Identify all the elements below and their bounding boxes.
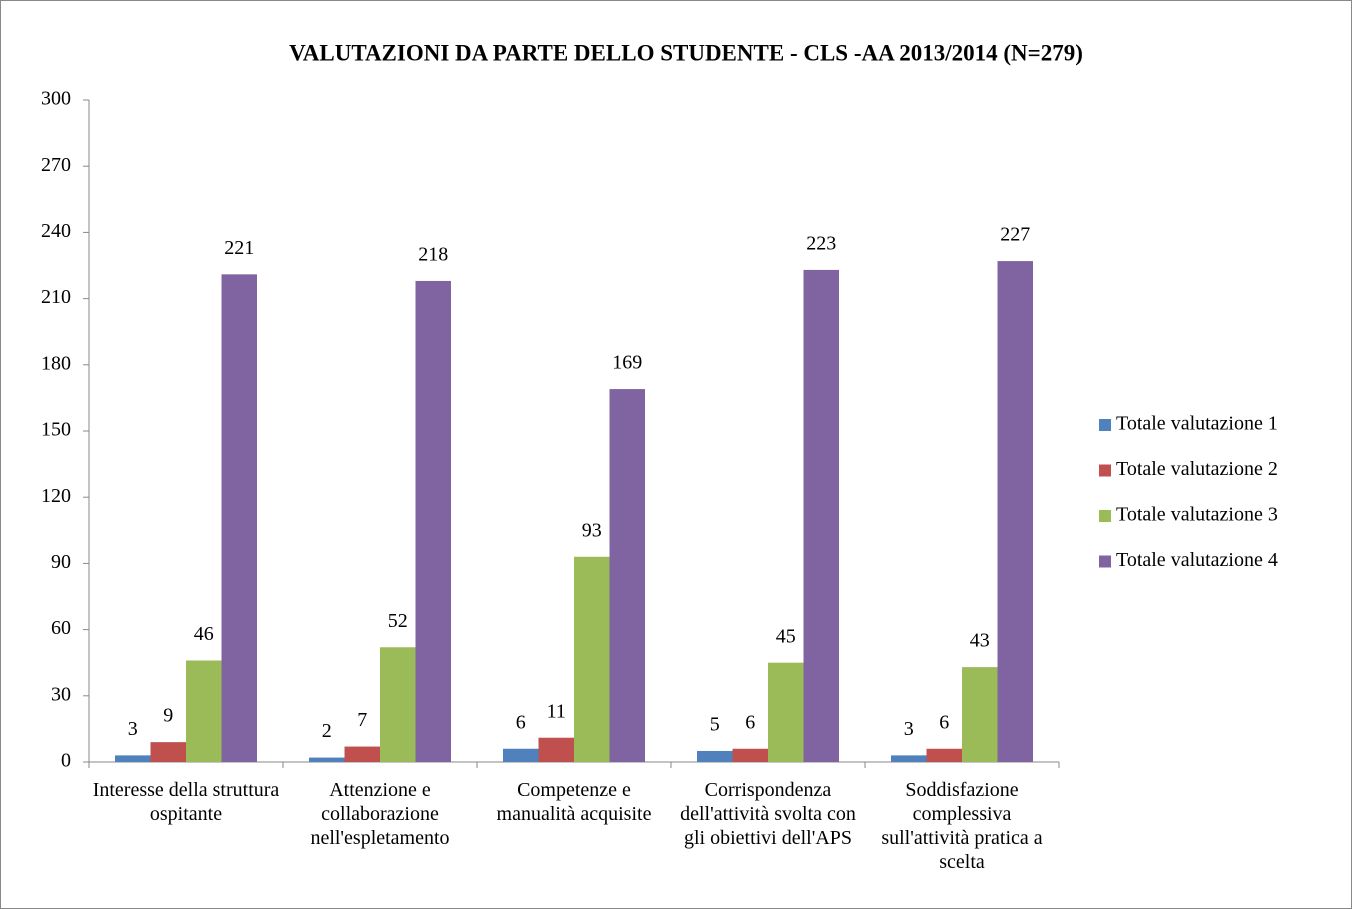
x-tick-label: Competenze e manualità acquisite [496, 779, 652, 825]
y-tick-label: 270 [41, 154, 71, 176]
x-tick-label: Attenzione e collaborazione nell'espleta… [310, 779, 450, 849]
bar [415, 280, 451, 762]
y-tick-label: 210 [41, 286, 71, 308]
data-label: 46 [194, 623, 214, 645]
data-label: 6 [939, 711, 949, 733]
bar [344, 746, 380, 762]
legend-swatch [1099, 555, 1111, 568]
bar [997, 261, 1033, 762]
bar [697, 750, 733, 762]
legend-label: Totale valutazione 4 [1116, 549, 1278, 571]
legend-swatch [1099, 464, 1111, 477]
y-tick-label: 120 [41, 485, 71, 507]
y-tick-label: 150 [41, 419, 71, 441]
y-tick-label: 180 [41, 352, 71, 374]
data-label: 2 [322, 720, 332, 742]
bar [503, 748, 539, 762]
data-label: 3 [904, 718, 914, 740]
bar [926, 748, 962, 762]
bar [574, 556, 610, 762]
data-label: 5 [710, 714, 720, 736]
data-label: 223 [806, 233, 836, 255]
bar [768, 662, 804, 762]
data-label: 169 [612, 352, 642, 374]
legend-label: Totale valutazione 1 [1116, 413, 1278, 435]
bar [380, 647, 416, 762]
bar [732, 748, 768, 762]
data-label: 6 [516, 711, 526, 733]
y-tick-label: 60 [51, 617, 71, 639]
bar [962, 667, 998, 762]
data-label: 52 [388, 610, 408, 632]
y-tick-label: 300 [41, 88, 71, 110]
data-label: 3 [128, 718, 138, 740]
bar [115, 755, 151, 762]
data-label: 227 [1000, 224, 1030, 246]
data-label: 45 [776, 625, 796, 647]
data-label: 6 [745, 711, 755, 733]
data-label: 9 [163, 705, 173, 727]
bar [221, 274, 257, 762]
bar [186, 660, 222, 762]
legend-swatch [1099, 510, 1111, 522]
y-tick-label: 0 [61, 750, 71, 772]
y-tick-label: 240 [41, 220, 71, 242]
chart-title: VALUTAZIONI DA PARTE DELLO STUDENTE - CL… [289, 40, 1083, 65]
x-tick-label: Interesse della struttura ospitante [92, 779, 280, 825]
data-label: 7 [357, 709, 367, 731]
data-label: 221 [224, 237, 254, 259]
y-tick-label: 30 [51, 683, 71, 705]
bar [538, 737, 574, 762]
bar [150, 742, 186, 762]
bar [891, 755, 927, 762]
data-label: 11 [547, 700, 566, 722]
bar [803, 269, 839, 762]
legend-label: Totale valutazione 2 [1116, 458, 1278, 480]
legend-swatch [1099, 419, 1111, 431]
legend-label: Totale valutazione 3 [1116, 504, 1278, 526]
x-tick-label: Corrispondenza dell'attività svolta con … [680, 779, 856, 849]
data-label: 218 [418, 244, 448, 266]
bar [309, 757, 345, 762]
y-tick-label: 90 [51, 551, 71, 573]
data-label: 43 [970, 630, 990, 652]
data-label: 93 [582, 519, 602, 541]
bar [609, 389, 645, 762]
x-tick-label: Soddisfazione complessiva sull'attività … [881, 779, 1043, 873]
